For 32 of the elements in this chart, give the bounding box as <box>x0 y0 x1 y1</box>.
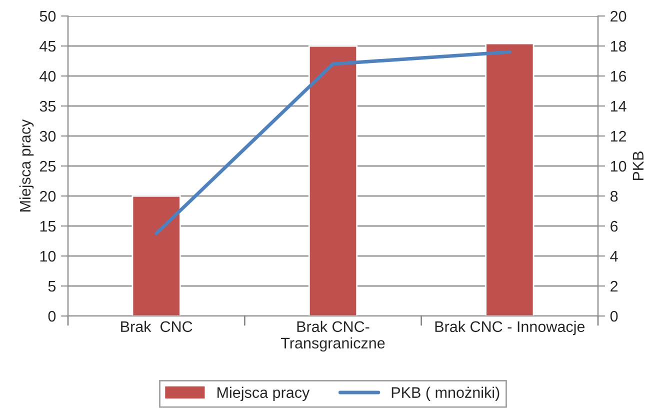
y2-axis-title: PKB <box>632 152 644 180</box>
y2-tick-label: 18 <box>610 40 626 52</box>
y2-tick-label: 14 <box>610 101 626 112</box>
legend-label: PKB ( mnożniki) <box>392 386 500 401</box>
y-tick-label: 30 <box>40 130 56 142</box>
y2-tick-label: 0 <box>610 310 618 322</box>
y-tick-label: 0 <box>48 310 56 322</box>
y-tick-label: 20 <box>40 190 56 202</box>
y-tick-label: 40 <box>40 70 56 82</box>
y2-tick-label: 20 <box>610 10 626 22</box>
y-tick-label: 45 <box>40 41 56 52</box>
legend-label: Miejsca pracy <box>218 386 310 401</box>
y2-tick-label: 10 <box>610 160 626 172</box>
y2-tick-label: 16 <box>610 70 626 82</box>
y-tick-label: 5 <box>48 281 56 292</box>
y-tick-label: 10 <box>40 250 56 262</box>
y-tick-label: 25 <box>40 160 56 172</box>
y2-tick-label: 8 <box>610 190 618 202</box>
bar <box>485 42 534 316</box>
y-tick-label: 15 <box>40 221 56 232</box>
x-tick-label: Brak CNC - Innowacje <box>435 320 585 336</box>
bar <box>308 45 358 316</box>
y2-tick-label: 4 <box>610 251 618 262</box>
x-tick-label: Brak CNC <box>121 320 192 332</box>
y-axis-title: Miejsca pracy <box>19 119 34 212</box>
bar <box>132 195 181 316</box>
y2-tick-label: 2 <box>610 280 618 292</box>
y-tick-label: 35 <box>40 100 56 112</box>
x-tick-label: Brak CNC- Transgraniczne <box>280 320 385 352</box>
y-tick-label: 50 <box>40 10 56 22</box>
y2-tick-label: 6 <box>610 220 618 232</box>
y2-tick-label: 12 <box>610 130 626 142</box>
